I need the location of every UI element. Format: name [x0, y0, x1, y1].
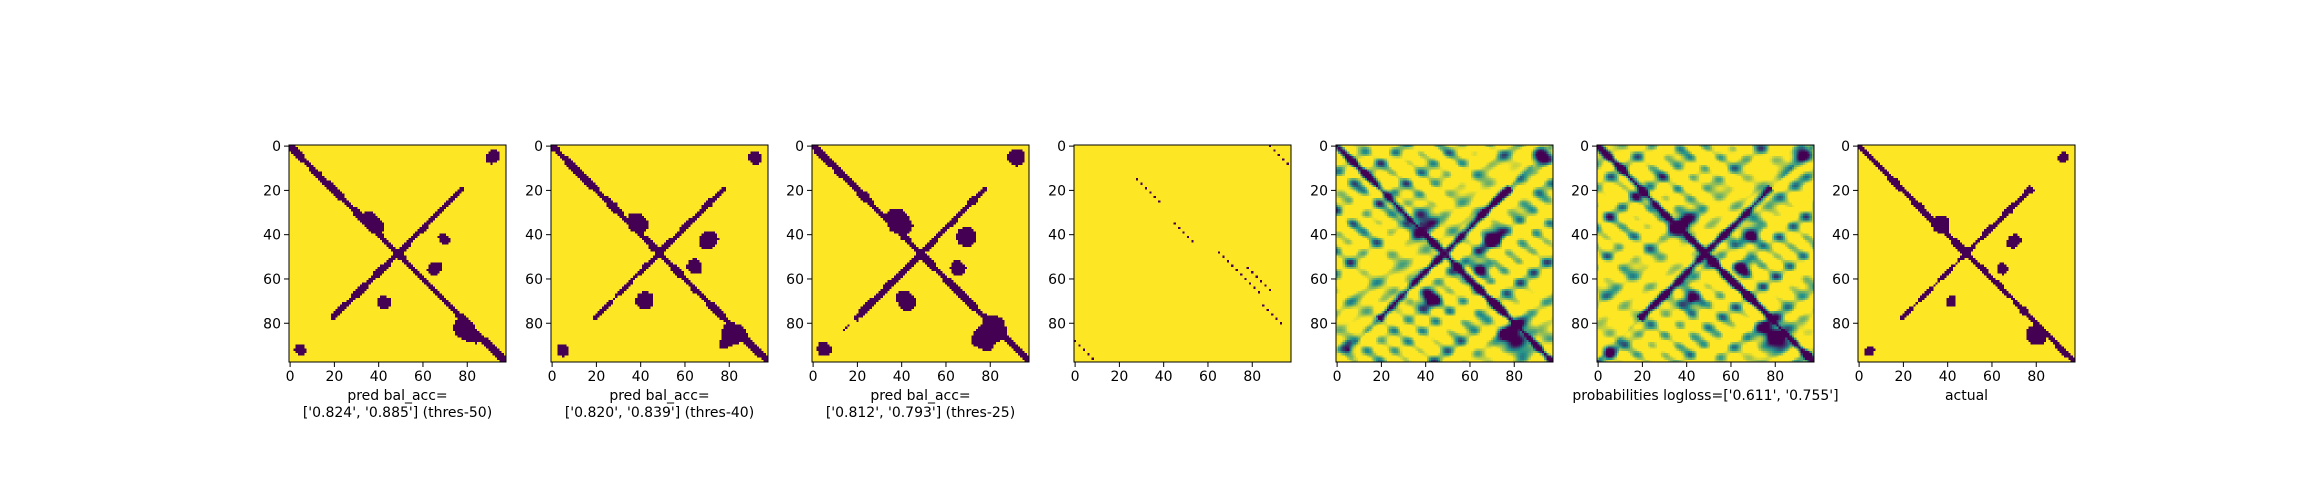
y-tick-label: 80	[1571, 316, 1589, 332]
heatmap-panel-3: 0 20 40 60 80 0 20 40 60 80 pred bal_acc= ['0.812',…	[786, 139, 1030, 421]
y-tick-label: 20	[1571, 183, 1589, 199]
x-tick-label: 80	[1505, 369, 1523, 385]
x-axis-label: probabilities logloss=['0.611', '0.755']	[1572, 388, 1838, 404]
heatmap-panel-4: 0 20 40 60 80 0 20 40 60 80	[1048, 139, 1292, 385]
x-tick-label: 60	[1983, 369, 2001, 385]
x-axis-label: pred bal_acc= ['0.812', '0.793'] (thres-2…	[826, 388, 1015, 421]
x-axis-label: pred bal_acc= ['0.820', '0.839'] (thres-4…	[565, 388, 754, 421]
axes-frame	[1596, 144, 1815, 363]
x-tick-label: 80	[2027, 369, 2045, 385]
y-tick-label: 20	[263, 183, 281, 199]
x-tick-label: 0	[1333, 369, 1342, 385]
y-tick-label: 80	[263, 316, 281, 332]
x-tick-label: 0	[548, 369, 557, 385]
y-tick-label: 0	[1057, 139, 1066, 155]
heatmap-image	[289, 145, 506, 362]
axes-frame	[1335, 144, 1554, 363]
y-tick-label: 20	[525, 183, 543, 199]
x-tick-label: 40	[1417, 369, 1435, 385]
x-tick-label: 80	[1766, 369, 1784, 385]
x-tick-label: 0	[1071, 369, 1080, 385]
y-tick-label: 40	[263, 228, 281, 244]
y-tick-label: 0	[795, 139, 804, 155]
x-axis-label: actual	[1945, 388, 1988, 404]
axes-frame	[1073, 144, 1292, 363]
x-tick-label: 20	[848, 369, 866, 385]
x-tick-label: 80	[1243, 369, 1261, 385]
x-tick-label: 60	[414, 369, 432, 385]
y-tick-label: 40	[525, 228, 543, 244]
y-tick-label: 20	[1048, 183, 1066, 199]
x-tick-label: 60	[1722, 369, 1740, 385]
heatmap-image	[1074, 145, 1291, 362]
x-tick-label: 60	[676, 369, 694, 385]
x-tick-label: 20	[1894, 369, 1912, 385]
y-tick-label: 0	[1580, 139, 1589, 155]
heatmap-panel-2: 0 20 40 60 80 0 20 40 60 80 pred bal_acc= ['0.820',…	[525, 139, 769, 421]
y-tick-label: 60	[525, 272, 543, 288]
y-tick-label: 0	[272, 139, 281, 155]
heatmap-image	[551, 145, 768, 362]
y-tick-label: 80	[786, 316, 804, 332]
heatmap-panel-6: 0 20 40 60 80 0 20 40 60 80 probabilities logloss=…	[1571, 139, 1838, 404]
axes-frame	[550, 144, 769, 363]
y-tick-label: 60	[1310, 272, 1328, 288]
y-tick-label: 60	[1571, 272, 1589, 288]
y-tick-label: 60	[1048, 272, 1066, 288]
x-tick-label: 0	[286, 369, 295, 385]
x-tick-label: 0	[1594, 369, 1603, 385]
x-tick-label: 40	[370, 369, 388, 385]
y-tick-label: 40	[1310, 228, 1328, 244]
y-tick-label: 40	[1048, 228, 1066, 244]
y-tick-label: 20	[1832, 183, 1850, 199]
heatmap-image	[1858, 145, 2075, 362]
y-tick-label: 80	[1310, 316, 1328, 332]
x-tick-label: 40	[893, 369, 911, 385]
x-tick-label: 40	[1678, 369, 1696, 385]
heatmap-image	[1597, 145, 1814, 362]
y-tick-label: 40	[1571, 228, 1589, 244]
y-tick-label: 20	[786, 183, 804, 199]
heatmap-panel-1: 0 20 40 60 80 0 20 40 60 80 pred bal_acc= ['0.824',…	[263, 139, 507, 421]
x-tick-label: 40	[1155, 369, 1173, 385]
x-axis-label: pred bal_acc= ['0.824', '0.885'] (thres-5…	[303, 388, 492, 421]
y-tick-label: 80	[1048, 316, 1066, 332]
heatmap-image	[1336, 145, 1553, 362]
y-tick-label: 20	[1310, 183, 1328, 199]
heatmap-panel-7: 0 20 40 60 80 0 20 40 60 80 actual	[1832, 139, 2076, 404]
y-tick-label: 40	[1832, 228, 1850, 244]
x-tick-label: 80	[981, 369, 999, 385]
x-tick-label: 0	[1855, 369, 1864, 385]
y-tick-label: 80	[1832, 316, 1850, 332]
x-tick-label: 60	[1461, 369, 1479, 385]
axes-frame	[811, 144, 1030, 363]
x-tick-label: 20	[1372, 369, 1390, 385]
y-tick-label: 60	[786, 272, 804, 288]
heatmap-panel-5: 0 20 40 60 80 0 20 40 60 80	[1310, 139, 1554, 385]
y-tick-label: 0	[534, 139, 543, 155]
x-tick-label: 80	[458, 369, 476, 385]
y-tick-label: 0	[1841, 139, 1850, 155]
x-tick-label: 20	[1633, 369, 1651, 385]
x-tick-label: 60	[1199, 369, 1217, 385]
axes-frame	[1857, 144, 2076, 363]
axes-frame	[288, 144, 507, 363]
x-tick-label: 40	[1939, 369, 1957, 385]
y-tick-label: 0	[1319, 139, 1328, 155]
heatmap-image	[812, 145, 1029, 362]
y-tick-label: 80	[525, 316, 543, 332]
x-tick-label: 20	[325, 369, 343, 385]
x-tick-label: 20	[1110, 369, 1128, 385]
x-tick-label: 0	[809, 369, 818, 385]
x-tick-label: 80	[720, 369, 738, 385]
x-tick-label: 40	[632, 369, 650, 385]
x-tick-label: 60	[937, 369, 955, 385]
y-tick-label: 40	[786, 228, 804, 244]
y-tick-label: 60	[1832, 272, 1850, 288]
x-tick-label: 20	[587, 369, 605, 385]
y-tick-label: 60	[263, 272, 281, 288]
